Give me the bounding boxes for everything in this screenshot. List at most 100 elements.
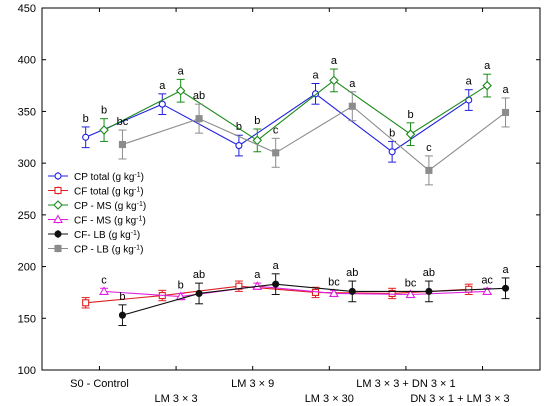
y-axis: 100 150 200 250 300 350 400 450: [18, 3, 540, 377]
data-point: [99, 286, 110, 295]
data-point: [235, 142, 243, 150]
significance-label: a: [312, 70, 319, 82]
significance-label: ab: [193, 269, 205, 281]
y-tick-label: 350: [18, 106, 36, 118]
significance-label: b: [83, 113, 89, 125]
data-point: [54, 244, 62, 253]
significance-label: a: [273, 260, 280, 272]
series-line: [122, 283, 506, 316]
data-point: [501, 284, 510, 292]
data-point: [118, 311, 126, 319]
data-point: [425, 166, 433, 174]
data-point: [388, 148, 396, 156]
significance-label: a: [254, 269, 261, 281]
legend-entry: CF - MS (g kg-1): [74, 215, 146, 227]
significance-label: bc: [328, 276, 340, 288]
y-tick-label: 150: [18, 313, 36, 325]
legend-entry: CP - LB (g kg-1): [74, 244, 143, 256]
significance-label: a: [502, 84, 509, 96]
data-point: [82, 299, 90, 307]
data-point: [482, 286, 493, 295]
significance-label: b: [407, 109, 413, 121]
legend-entry: CF- LB (g kg-1): [74, 230, 140, 242]
significance-label: a: [331, 55, 338, 67]
x-tick-label: LM 3 × 3: [155, 393, 198, 405]
data-point: [482, 80, 492, 91]
x-tick-label: LM 3 × 3 + DN 3 × 1: [356, 378, 455, 390]
significance-label: b: [119, 291, 125, 303]
significance-label: ac: [481, 274, 493, 286]
significance-label: c: [273, 124, 279, 136]
significance-label: bc: [405, 277, 417, 289]
data-point: [329, 75, 339, 86]
data-point: [158, 100, 166, 108]
significance-label: ab: [423, 267, 435, 279]
data-point: [348, 102, 356, 110]
y-tick-label: 200: [18, 262, 36, 274]
significance-label: a: [349, 78, 356, 90]
x-tick-label: S0 - Control: [70, 378, 129, 390]
series-line: [85, 285, 469, 304]
legend-entry: CF total (g kg-1): [74, 186, 144, 198]
x-tick-label: LM 3 × 9: [231, 378, 274, 390]
significance-label: ab: [346, 267, 358, 279]
significance-label: b: [178, 279, 184, 291]
significance-label: a: [159, 80, 166, 92]
series-line: [104, 285, 488, 298]
data-point: [82, 133, 90, 141]
y-tick-label: 100: [18, 365, 36, 377]
y-tick-label: 300: [18, 158, 36, 170]
data-point: [405, 129, 416, 139]
significance-label: b: [389, 127, 395, 139]
significance-label: a: [502, 264, 509, 276]
series-line: [85, 93, 470, 153]
data-point: [328, 288, 339, 298]
significance-label: b: [236, 121, 242, 133]
y-tick-label: 250: [18, 210, 36, 222]
data-point: [348, 287, 356, 295]
data-point: [388, 289, 396, 298]
data-point: [501, 108, 510, 117]
data-point: [54, 230, 62, 238]
data-point: [405, 289, 416, 299]
legend-entry: CP total (g kg-1): [74, 172, 144, 184]
data-point: [272, 280, 280, 288]
data-point: [54, 172, 62, 180]
significance-label: a: [466, 76, 473, 88]
legend: CP total (g kg-1) CF total (g kg-1) CP - M…: [48, 172, 146, 256]
significance-label: b: [101, 105, 107, 117]
legend-entry: CP - MS (g kg-1): [74, 201, 146, 213]
significance-label: c: [426, 142, 432, 154]
x-tick-label: LM 3 × 30: [305, 393, 354, 405]
significance-label: c: [101, 274, 107, 286]
data-point: [99, 125, 109, 135]
x-tick-label: DN 3 × 1 + LM 3 × 3: [410, 393, 509, 405]
significance-label: bc: [117, 116, 129, 128]
significance-label: a: [178, 65, 185, 77]
data-point: [54, 186, 62, 195]
data-point: [425, 287, 433, 295]
data-point: [53, 200, 63, 210]
data-point: [118, 140, 126, 149]
x-axis: S0 - Control LM 3 × 3 LM 3 × 9 LM 3 × 30LM …: [70, 8, 510, 405]
significance-label: a: [484, 60, 491, 72]
data-point: [272, 149, 280, 157]
data-point: [53, 214, 63, 224]
plot-frame: [41, 7, 541, 371]
significance-label: b: [254, 115, 260, 127]
series-line: [103, 79, 488, 142]
y-tick-label: 450: [18, 3, 36, 15]
data-point: [195, 115, 203, 123]
significance-label: ab: [193, 90, 205, 102]
data-point: [195, 289, 203, 298]
y-tick-label: 400: [18, 55, 36, 67]
series-line: [122, 105, 506, 172]
data-point: [175, 85, 186, 96]
